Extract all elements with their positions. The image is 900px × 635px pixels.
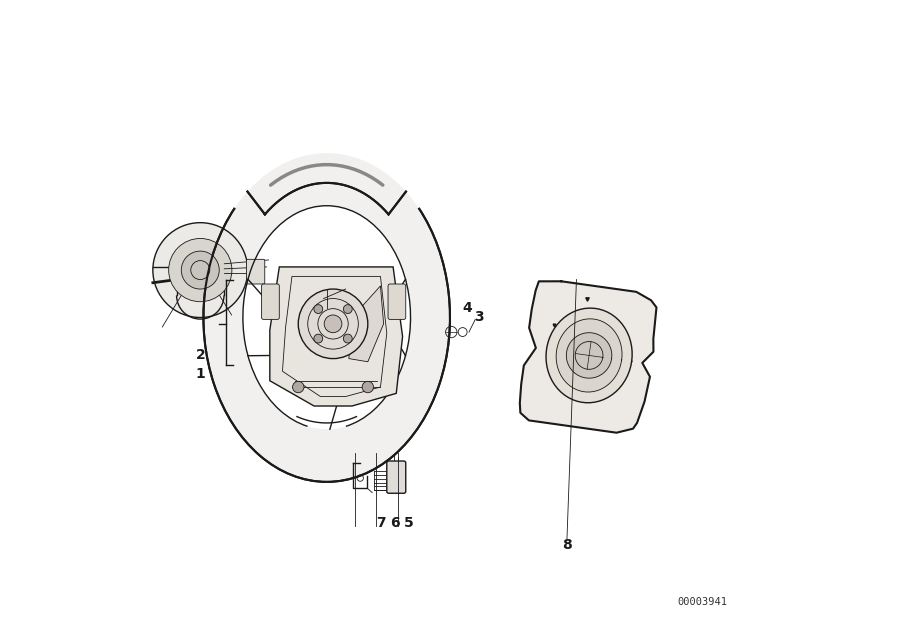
FancyBboxPatch shape: [387, 461, 406, 493]
Polygon shape: [546, 308, 632, 403]
Ellipse shape: [314, 305, 323, 314]
Ellipse shape: [181, 251, 220, 289]
Polygon shape: [566, 333, 612, 378]
Text: 3: 3: [473, 311, 483, 324]
Text: 1: 1: [195, 368, 205, 382]
Ellipse shape: [362, 382, 374, 392]
Ellipse shape: [153, 223, 248, 318]
FancyBboxPatch shape: [262, 284, 279, 319]
Polygon shape: [520, 281, 656, 432]
FancyBboxPatch shape: [388, 284, 406, 319]
Ellipse shape: [203, 153, 450, 482]
Text: 5: 5: [403, 516, 413, 530]
Text: 8: 8: [562, 538, 572, 552]
Ellipse shape: [292, 382, 304, 392]
Text: 2: 2: [195, 349, 205, 363]
Text: 6: 6: [391, 516, 400, 530]
Polygon shape: [349, 286, 383, 362]
Text: 4: 4: [463, 301, 472, 315]
Ellipse shape: [243, 206, 410, 429]
Ellipse shape: [324, 315, 342, 333]
Ellipse shape: [344, 334, 352, 343]
Text: 7: 7: [375, 516, 385, 530]
Ellipse shape: [298, 289, 368, 359]
Ellipse shape: [344, 305, 352, 314]
Text: 00003941: 00003941: [678, 597, 727, 607]
Ellipse shape: [168, 239, 232, 302]
Polygon shape: [575, 342, 603, 370]
Polygon shape: [270, 267, 402, 406]
Polygon shape: [556, 319, 622, 392]
FancyBboxPatch shape: [247, 259, 265, 284]
Ellipse shape: [314, 334, 323, 343]
